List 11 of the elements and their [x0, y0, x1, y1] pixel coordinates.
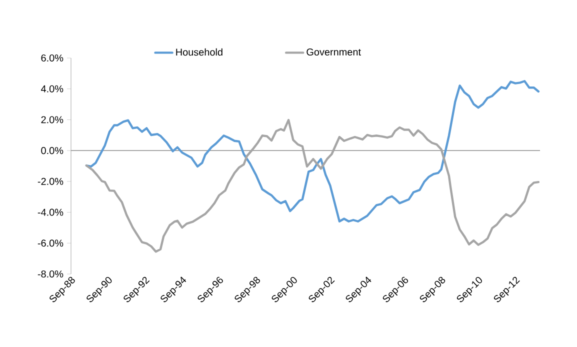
line-series	[85, 80, 540, 222]
y-tick-label: 0.0%	[41, 147, 64, 154]
y-tick-label: 6.0%	[41, 54, 64, 62]
legend-label: Government	[306, 48, 361, 56]
y-tick-label: -2.0%	[38, 178, 64, 185]
y-tick-label: 4.0%	[41, 85, 64, 92]
y-tick-label: -4.0%	[38, 208, 64, 216]
legend-label: Household	[176, 48, 222, 56]
y-tick-label: -8.0%	[38, 270, 64, 278]
y-tick-label: 2.0%	[41, 116, 64, 124]
y-tick-label: -6.0%	[38, 240, 64, 247]
